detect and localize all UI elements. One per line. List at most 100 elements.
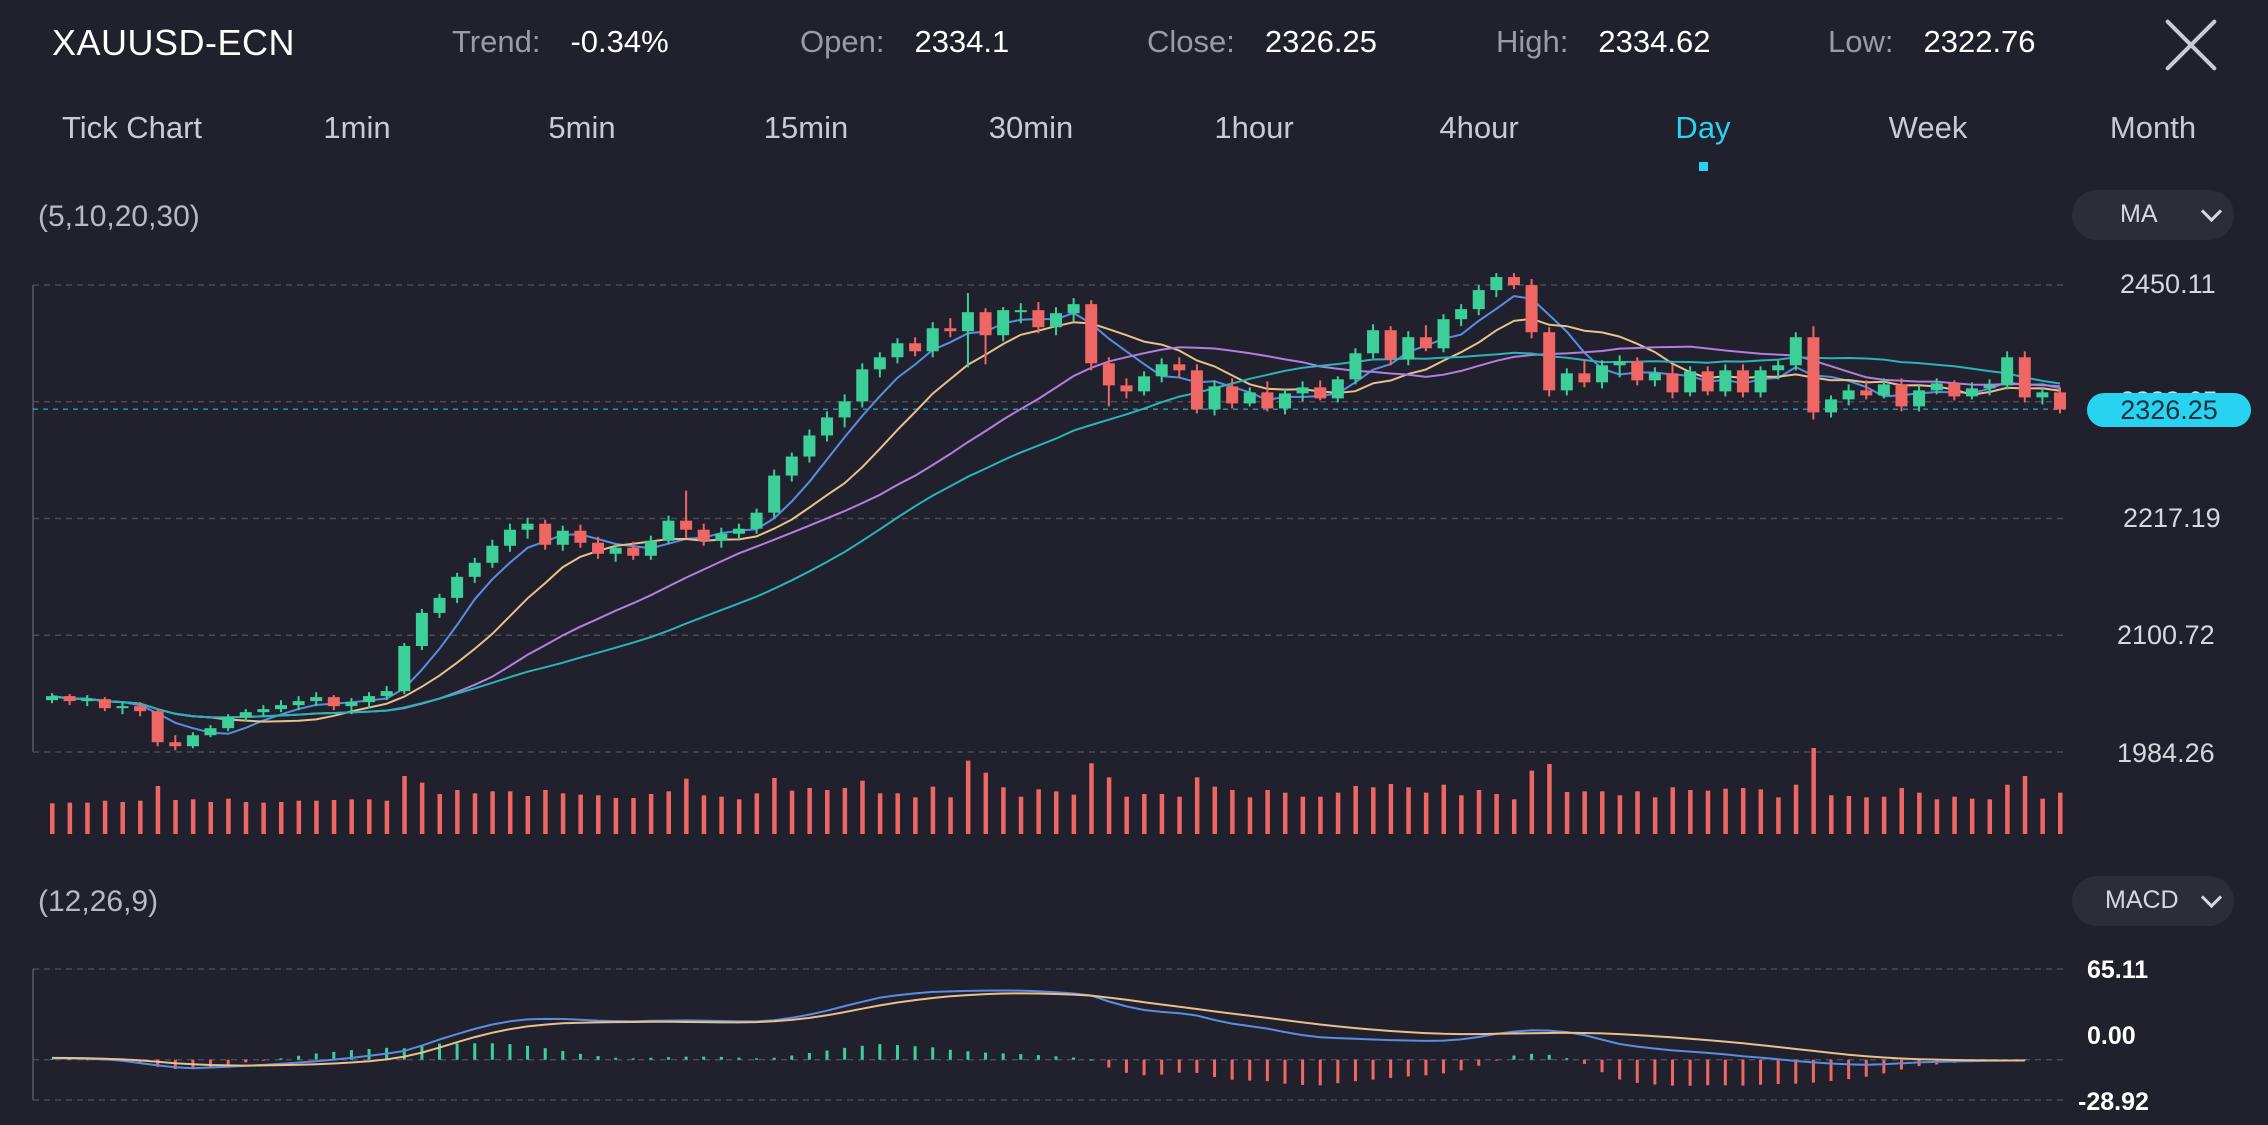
candle-down xyxy=(539,523,552,545)
macd-histogram-bar xyxy=(244,1059,248,1063)
volume-bar xyxy=(1635,791,1640,834)
volume-bar xyxy=(948,797,953,834)
volume-bar xyxy=(85,802,90,834)
volume-bar xyxy=(560,793,566,834)
candle-up xyxy=(1296,387,1309,394)
volume-bar xyxy=(1846,796,1852,834)
volume-bar xyxy=(402,776,407,834)
volume-bar xyxy=(631,798,636,834)
candle-up xyxy=(1402,337,1415,360)
volume-bar xyxy=(1652,797,1658,834)
volume-bar xyxy=(1089,763,1094,834)
macd-indicator-label: MACD xyxy=(2105,886,2179,914)
macd-histogram-bar xyxy=(156,1059,160,1067)
candle-up xyxy=(1560,373,1573,391)
macd-histogram-bar xyxy=(649,1057,653,1060)
tab-day[interactable]: Day xyxy=(1675,110,1731,145)
volume-bar xyxy=(1600,791,1605,834)
macd-histogram-bar xyxy=(332,1051,336,1060)
tab-4hour[interactable]: 4hour xyxy=(1439,110,1519,145)
macd-tick-label: 65.11 xyxy=(2087,956,2148,984)
volume-bar xyxy=(1335,792,1341,834)
volume-bar xyxy=(1776,797,1781,834)
macd-histogram-bar xyxy=(1089,1059,1093,1061)
macd-histogram-bar xyxy=(755,1058,759,1060)
macd-histogram-bar xyxy=(526,1045,530,1060)
macd-histogram-bar xyxy=(1265,1059,1269,1082)
candle-up xyxy=(1138,376,1151,392)
volume-bar xyxy=(965,760,971,834)
header-bar: XAUUSD-ECN Trend: -0.34% Open: 2334.1 Clos… xyxy=(0,0,2268,90)
macd-histogram-bar xyxy=(1829,1059,1833,1082)
candle-up xyxy=(1930,383,1943,391)
macd-histogram-bar xyxy=(1882,1059,1886,1074)
macd-indicator-select[interactable]: MACD xyxy=(2072,876,2234,926)
macd-histogram-bar xyxy=(1442,1059,1446,1074)
tab-week[interactable]: Week xyxy=(1888,110,1968,145)
candle-up xyxy=(785,456,798,476)
macd-histogram-bar xyxy=(931,1047,935,1060)
volume-bar xyxy=(1036,789,1041,834)
last-price-badge: 2326.25 xyxy=(2087,393,2251,427)
macd-histogram-bar xyxy=(1336,1059,1340,1084)
tab-1hour[interactable]: 1hour xyxy=(1214,110,1294,145)
candlestick-series[interactable] xyxy=(46,273,2066,751)
volume-bar xyxy=(525,796,531,834)
volume-bar xyxy=(596,795,601,834)
candle-up xyxy=(380,691,393,697)
tab-15min[interactable]: 15min xyxy=(763,110,849,145)
tab-1min[interactable]: 1min xyxy=(323,110,391,145)
volume-bar xyxy=(1282,792,1288,834)
volume-bar xyxy=(930,786,936,834)
volume-bar xyxy=(314,800,319,834)
candle-down xyxy=(1807,337,1820,413)
volume-bar xyxy=(490,791,495,834)
volume-bar xyxy=(1564,792,1570,834)
ma-indicator-select[interactable]: MA xyxy=(2072,190,2234,240)
candle-down xyxy=(627,547,640,556)
moving-average-lines xyxy=(51,295,2061,735)
macd-histogram-bar xyxy=(349,1050,353,1060)
candle-up xyxy=(1719,370,1732,392)
macd-histogram-bar xyxy=(1530,1053,1534,1060)
candle-down xyxy=(1102,363,1115,386)
candle-up xyxy=(468,562,481,577)
close-label: Close: xyxy=(1147,24,1235,59)
macd-histogram-bar xyxy=(666,1057,670,1060)
macd-histogram-bar xyxy=(860,1045,864,1060)
macd-histogram-bar xyxy=(772,1057,776,1060)
volume-bar xyxy=(50,803,55,834)
macd-histogram-bar xyxy=(1741,1059,1745,1086)
volume-bar xyxy=(1212,786,1218,834)
candle-up xyxy=(46,696,58,701)
tab-month[interactable]: Month xyxy=(2109,110,2197,145)
macd-histogram-bar xyxy=(138,1059,142,1064)
macd-histogram-bar xyxy=(1301,1059,1305,1085)
macd-histogram-bar xyxy=(209,1059,213,1068)
tab-tick-chart[interactable]: Tick Chart xyxy=(61,110,203,145)
candle-up xyxy=(803,435,816,457)
volume-bar xyxy=(2022,776,2028,834)
candle-up xyxy=(1455,309,1468,320)
volume-bar xyxy=(67,802,73,834)
macd-histogram-bar xyxy=(966,1051,970,1060)
macd-histogram-bar xyxy=(1054,1056,1058,1060)
tab-5min[interactable]: 5min xyxy=(548,110,616,145)
volume-bar xyxy=(296,800,302,834)
tab-30min[interactable]: 30min xyxy=(988,110,1074,145)
candle-up xyxy=(1983,385,1996,389)
high-value: 2334.62 xyxy=(1598,24,1711,59)
volume-bar xyxy=(754,793,760,834)
volume-bar xyxy=(1529,770,1535,834)
candle-up xyxy=(1842,390,1855,400)
macd-histogram-bar xyxy=(1723,1059,1727,1086)
candle-up xyxy=(1367,330,1380,354)
volume-bar xyxy=(437,794,443,834)
macd-histogram-bar xyxy=(1670,1059,1674,1086)
volume-bar xyxy=(1247,797,1253,834)
volume-bar xyxy=(261,802,266,834)
candle-up xyxy=(81,699,94,702)
candle-down xyxy=(1419,337,1432,349)
volume-bar xyxy=(1934,799,1940,834)
macd-histogram-bar xyxy=(1124,1059,1128,1073)
